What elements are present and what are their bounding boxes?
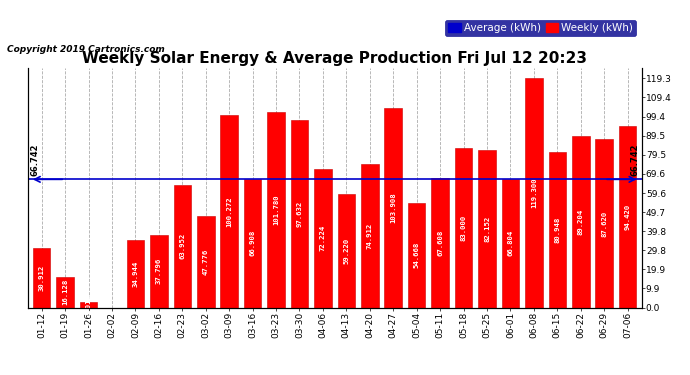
Text: 37.796: 37.796 [156,258,162,284]
Bar [220,115,238,308]
Bar [408,202,426,308]
Text: 16.128: 16.128 [62,279,68,305]
Bar [549,152,566,308]
Bar [33,248,50,308]
Bar [267,112,285,308]
Bar [314,169,332,308]
Bar [361,164,379,308]
Text: 82.152: 82.152 [484,216,490,242]
Text: 80.948: 80.948 [554,217,560,243]
Text: 59.220: 59.220 [344,237,349,264]
Text: 63.952: 63.952 [179,233,186,259]
Bar [150,235,168,308]
Text: 3.012: 3.012 [86,294,92,315]
Bar [80,302,97,307]
Bar [290,120,308,308]
Text: Copyright 2019 Cartronics.com: Copyright 2019 Cartronics.com [7,45,165,54]
Text: 103.908: 103.908 [391,192,396,223]
Text: 66.804: 66.804 [507,230,513,256]
Text: 100.272: 100.272 [226,196,232,226]
Bar [595,139,613,308]
Text: 47.776: 47.776 [203,249,209,275]
Bar [502,179,520,308]
Text: 89.204: 89.204 [578,209,584,235]
Text: 66.908: 66.908 [250,230,255,256]
Text: 54.668: 54.668 [414,242,420,268]
Text: 94.420: 94.420 [624,204,631,230]
Bar [431,178,449,308]
Bar [244,179,262,308]
Bar [455,148,473,308]
Bar [478,150,496,308]
Text: 72.224: 72.224 [320,225,326,251]
Text: 87.620: 87.620 [601,210,607,237]
Text: 30.912: 30.912 [39,265,45,291]
Text: 34.944: 34.944 [132,261,139,287]
Text: 83.000: 83.000 [460,215,466,241]
Bar [337,194,355,308]
Bar [384,108,402,308]
Text: 67.608: 67.608 [437,230,443,256]
Text: 66.742: 66.742 [630,143,639,176]
Title: Weekly Solar Energy & Average Production Fri Jul 12 20:23: Weekly Solar Energy & Average Production… [82,51,587,66]
Bar [572,136,589,308]
Legend: Average (kWh), Weekly (kWh): Average (kWh), Weekly (kWh) [445,20,636,36]
Text: 97.632: 97.632 [297,201,302,227]
Bar [619,126,636,308]
Bar [57,276,74,308]
Text: 101.780: 101.780 [273,195,279,225]
Text: 74.912: 74.912 [367,222,373,249]
Text: 66.742: 66.742 [30,143,39,176]
Bar [127,240,144,308]
Bar [173,185,191,308]
Bar [197,216,215,308]
Text: 119.300: 119.300 [531,178,537,208]
Bar [525,78,542,308]
